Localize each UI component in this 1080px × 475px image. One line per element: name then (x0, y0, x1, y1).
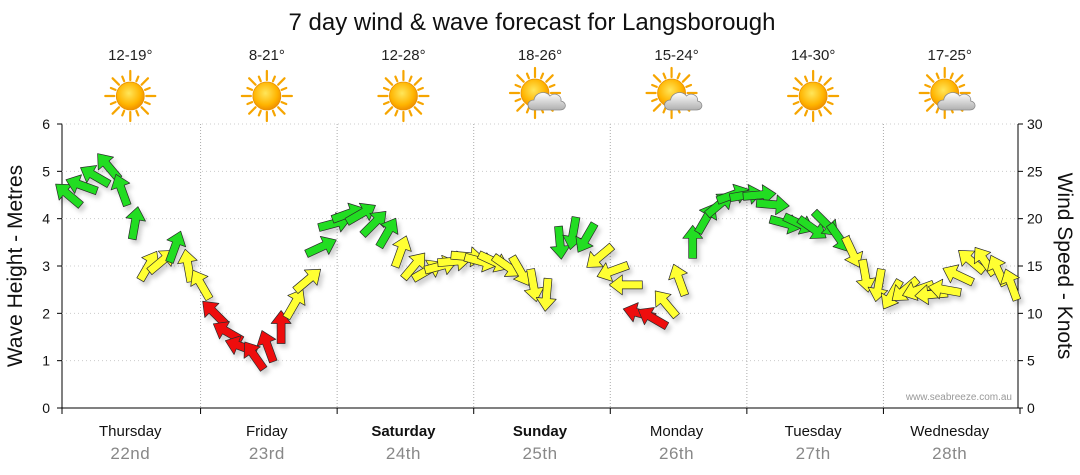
left-tick-label: 3 (42, 258, 50, 274)
wind-arrow (190, 269, 214, 302)
wind-arrow (608, 274, 643, 296)
wind-arrow (549, 225, 571, 260)
day-labels: Thursday 22nd Friday 23rd Saturday 24th Sunday… (61, 408, 1021, 463)
wind-arrow (304, 235, 337, 258)
right-tick-label: 0 (1027, 400, 1035, 416)
wind-arrow (637, 307, 670, 330)
day-date-label: 23rd (249, 444, 285, 463)
sun-icon (377, 69, 430, 123)
day-date-label: 28th (932, 444, 967, 463)
grid-lines (62, 123, 1018, 408)
partly-cloudy-icon (918, 66, 976, 120)
day-date-label: 25th (522, 444, 557, 463)
wind-arrow (523, 268, 545, 302)
right-axis-title: Wind Speed - Knots (1053, 173, 1076, 360)
credit-text: www.seabreeze.com.au (905, 392, 1012, 403)
day-name-label: Wednesday (910, 423, 989, 440)
right-tick-label: 5 (1027, 353, 1035, 369)
right-tick-label: 20 (1027, 211, 1043, 227)
wind-arrow (165, 230, 187, 264)
wind-arrow (65, 174, 99, 196)
sun-icon (787, 69, 840, 123)
temperature-range: 14-30° (791, 47, 835, 64)
wind-arrow (942, 264, 975, 287)
wind-arrow (256, 330, 278, 364)
wind-arrow (841, 235, 864, 268)
day-date-label: 26th (659, 444, 694, 463)
left-axis-ticks: 0 1 2 3 4 5 6 (42, 116, 62, 416)
day-name-label: Saturday (371, 423, 436, 440)
right-tick-label: 25 (1027, 163, 1043, 179)
wind-arrow (400, 252, 426, 282)
sun-icon (104, 69, 157, 123)
left-tick-label: 0 (42, 400, 50, 416)
temperature-range: 17-25° (928, 47, 972, 64)
wind-arrow (110, 173, 132, 208)
right-tick-label: 10 (1027, 305, 1043, 321)
wind-arrow (755, 194, 790, 216)
left-tick-label: 5 (42, 163, 50, 179)
day-name-label: Monday (650, 423, 704, 440)
partly-cloudy-icon (508, 66, 566, 120)
wind-arrow (796, 215, 827, 239)
wind-arrow (1000, 268, 1021, 302)
temperature-range: 15-24° (654, 47, 698, 64)
wind-arrow (668, 263, 689, 297)
wind-arrow (80, 165, 112, 188)
wind-arrow (586, 242, 615, 268)
day-name-label: Friday (246, 423, 288, 440)
wind-arrow (508, 254, 532, 286)
wind-arrow (202, 300, 230, 328)
wind-arrow (596, 261, 630, 282)
day-name-label: Sunday (513, 423, 568, 440)
wind-arrow (243, 341, 268, 372)
wind-arrow (535, 277, 557, 312)
temperature-range: 12-19° (108, 47, 152, 64)
left-axis-title: Wave Height - Metres (4, 165, 27, 367)
wind-arrow (391, 235, 412, 269)
partly-cloudy-icon (645, 66, 703, 120)
wind-arrow (654, 290, 680, 320)
left-tick-label: 2 (42, 305, 50, 321)
temperature-range: 8-21° (249, 47, 285, 64)
day-date-label: 24th (386, 444, 421, 463)
day-date-label: 27th (796, 444, 831, 463)
temperature-range: 12-28° (381, 47, 425, 64)
sun-icon (240, 69, 293, 123)
right-axis-ticks: 0 5 10 15 20 25 30 (1018, 116, 1043, 416)
wind-arrow (575, 221, 599, 253)
day-name-label: Tuesday (785, 423, 842, 440)
wind-arrow (927, 278, 962, 300)
day-date-label: 22nd (110, 444, 150, 463)
right-tick-label: 15 (1027, 258, 1043, 274)
wind-arrow (867, 268, 889, 302)
wind-arrow (292, 268, 321, 294)
wind-arrow (55, 183, 84, 209)
day-name-label: Thursday (99, 423, 162, 440)
chart-title: 7 day wind & wave forecast for Langsboro… (289, 9, 776, 36)
temperature-range: 18-26° (518, 47, 562, 64)
left-tick-label: 6 (42, 116, 50, 132)
left-tick-label: 1 (42, 353, 50, 369)
wind-arrow (375, 217, 399, 250)
wind-arrow (742, 184, 777, 205)
wind-arrow (359, 211, 387, 238)
day-headers: 12-19° 8-21° 12-28° 18-26° 15-24° 14-30° 17-25… (104, 47, 976, 123)
right-tick-label: 30 (1027, 116, 1043, 132)
wind-arrow (125, 206, 146, 241)
wind-arrow (855, 258, 877, 293)
wind-arrows (55, 153, 1021, 372)
wind-arrow (282, 288, 306, 321)
left-tick-label: 4 (42, 211, 50, 227)
